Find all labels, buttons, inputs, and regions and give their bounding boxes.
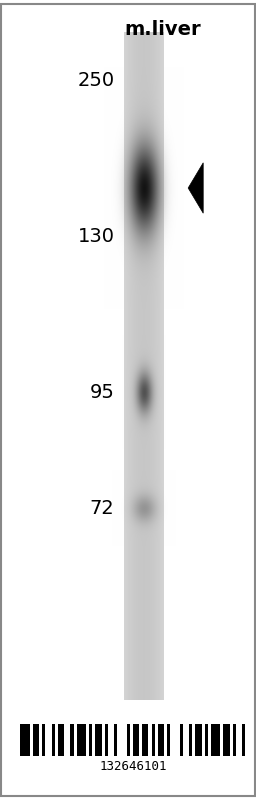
Bar bbox=[95, 724, 102, 756]
Bar bbox=[242, 724, 245, 756]
Bar bbox=[189, 724, 192, 756]
Bar bbox=[77, 724, 86, 756]
Bar bbox=[127, 724, 130, 756]
Bar bbox=[89, 724, 92, 756]
Bar bbox=[52, 724, 55, 756]
Text: 132646101: 132646101 bbox=[99, 760, 167, 773]
Text: 130: 130 bbox=[78, 226, 114, 246]
Bar bbox=[114, 724, 117, 756]
Bar bbox=[211, 724, 220, 756]
Bar bbox=[142, 724, 148, 756]
Bar bbox=[105, 724, 108, 756]
Bar bbox=[158, 724, 164, 756]
Bar bbox=[195, 724, 201, 756]
Bar bbox=[205, 724, 208, 756]
Text: 72: 72 bbox=[90, 498, 114, 518]
Bar bbox=[70, 724, 73, 756]
Bar bbox=[42, 724, 46, 756]
Bar bbox=[223, 724, 230, 756]
Bar bbox=[20, 724, 30, 756]
Bar bbox=[58, 724, 64, 756]
Bar bbox=[33, 724, 39, 756]
Text: 95: 95 bbox=[90, 382, 114, 402]
Bar bbox=[152, 724, 155, 756]
Bar bbox=[133, 724, 139, 756]
Polygon shape bbox=[188, 162, 203, 213]
Bar bbox=[233, 724, 236, 756]
Bar bbox=[167, 724, 170, 756]
Bar bbox=[180, 724, 183, 756]
Text: 250: 250 bbox=[77, 70, 114, 90]
Text: m.liver: m.liver bbox=[124, 20, 201, 39]
